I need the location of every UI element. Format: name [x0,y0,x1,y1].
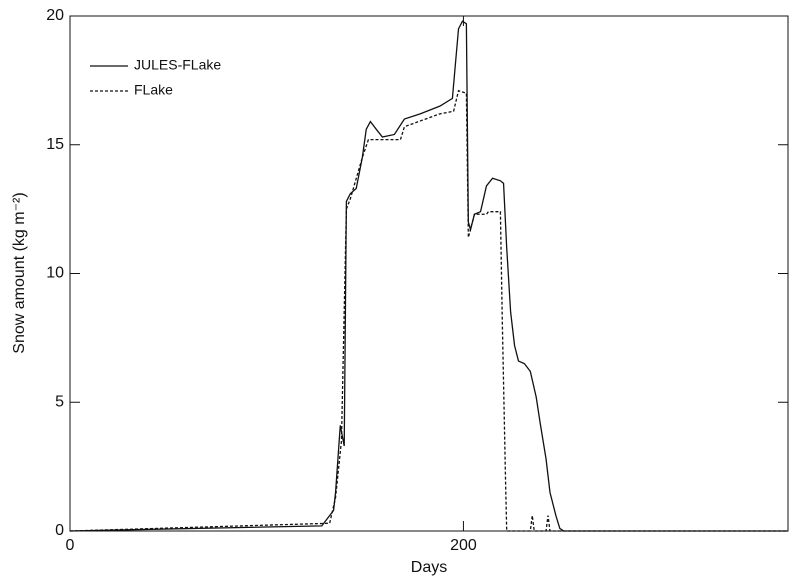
y-tick-label: 5 [55,393,64,410]
legend-label: JULES-FLake [134,57,221,73]
series-line [69,89,788,532]
y-axis-label: Snow amount (kg m⁻²) [11,192,28,353]
series-line [69,20,788,532]
x-tick-label: 200 [450,537,477,554]
x-tick-label: 0 [66,537,75,554]
x-axis-label: Days [411,559,447,576]
y-tick-label: 0 [55,522,64,539]
legend-label: FLake [134,82,173,98]
plot-frame [69,15,789,532]
y-tick-label: 20 [46,7,64,24]
y-tick-label: 10 [46,265,64,282]
y-tick-label: 15 [46,136,64,153]
